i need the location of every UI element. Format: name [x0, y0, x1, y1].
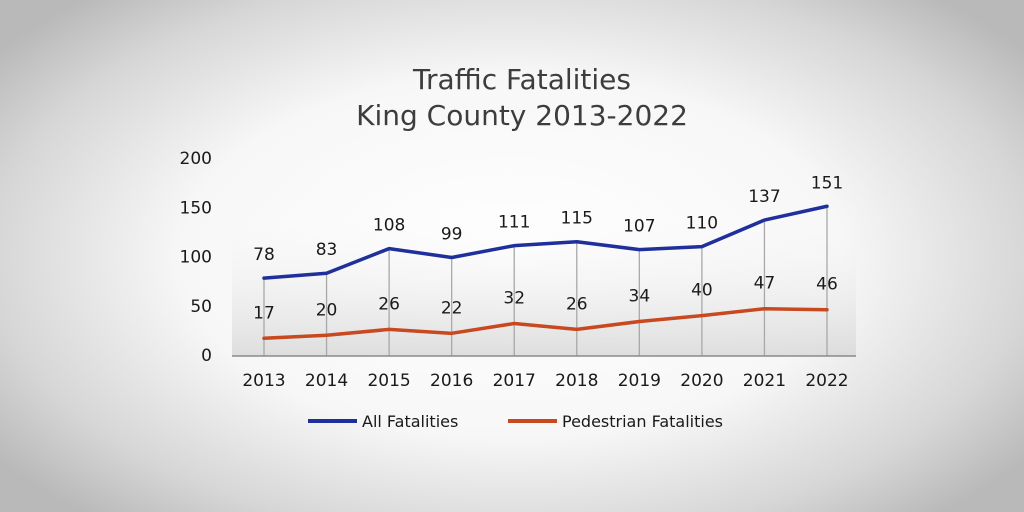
- data-label: 22: [441, 298, 463, 318]
- data-label: 17: [253, 303, 275, 323]
- data-label: 32: [503, 288, 525, 308]
- data-label: 83: [316, 240, 338, 260]
- x-tick-label: 2021: [743, 371, 786, 391]
- chart-title-line-1: Traffic Fatalities: [412, 63, 631, 96]
- data-label: 110: [686, 214, 718, 234]
- y-tick-label: 50: [190, 297, 212, 317]
- data-label: 20: [316, 300, 338, 320]
- data-label: 47: [754, 274, 776, 294]
- legend-label-pedestrian-fatalities: Pedestrian Fatalities: [562, 412, 723, 431]
- x-tick-label: 2014: [305, 371, 348, 391]
- y-tick-label: 0: [201, 346, 212, 366]
- x-axis: 2013 2014 2015 2016 2017 2018 2019 2020 2021 2022: [242, 371, 848, 391]
- series-lines: [262, 204, 829, 341]
- x-tick-label: 2013: [242, 371, 285, 391]
- series-line-all-fatalities: [262, 204, 829, 280]
- x-tick-label: 2016: [430, 371, 473, 391]
- legend-item-pedestrian-fatalities: Pedestrian Fatalities: [508, 412, 723, 431]
- x-tick-label: 2018: [555, 371, 598, 391]
- data-label: 34: [629, 287, 651, 307]
- series-line-pedestrian-fatalities: [262, 306, 829, 341]
- legend: All Fatalities Pedestrian Fatalities: [308, 412, 723, 431]
- data-label: 115: [561, 209, 593, 229]
- data-label: 26: [566, 294, 588, 314]
- chart-title-line-2: King County 2013-2022: [356, 99, 688, 132]
- data-label: 26: [378, 294, 400, 314]
- data-label: 46: [816, 275, 838, 295]
- x-tick-label: 2020: [680, 371, 723, 391]
- y-tick-label: 100: [180, 248, 212, 268]
- data-label: 78: [253, 245, 275, 265]
- x-tick-label: 2015: [367, 371, 410, 391]
- x-tick-label: 2017: [493, 371, 536, 391]
- data-label: 151: [811, 173, 843, 193]
- x-tick-label: 2019: [618, 371, 661, 391]
- y-tick-label: 200: [180, 149, 212, 169]
- data-label: 107: [623, 217, 655, 237]
- legend-label-all-fatalities: All Fatalities: [362, 412, 458, 431]
- y-axis: 200 150 100 50 0: [180, 149, 212, 366]
- y-tick-label: 150: [180, 198, 212, 218]
- data-labels: 78 83 108 99 111 115 107 110 137 151 17 20 26 22 32 26 3…: [253, 173, 843, 323]
- x-tick-label: 2022: [805, 371, 848, 391]
- data-label: 137: [748, 187, 780, 207]
- data-label: 40: [691, 281, 713, 301]
- drop-lines: [263, 206, 828, 356]
- data-label: 111: [498, 213, 530, 233]
- legend-item-all-fatalities: All Fatalities: [308, 412, 458, 431]
- data-label: 99: [441, 224, 463, 244]
- data-label: 108: [373, 216, 405, 236]
